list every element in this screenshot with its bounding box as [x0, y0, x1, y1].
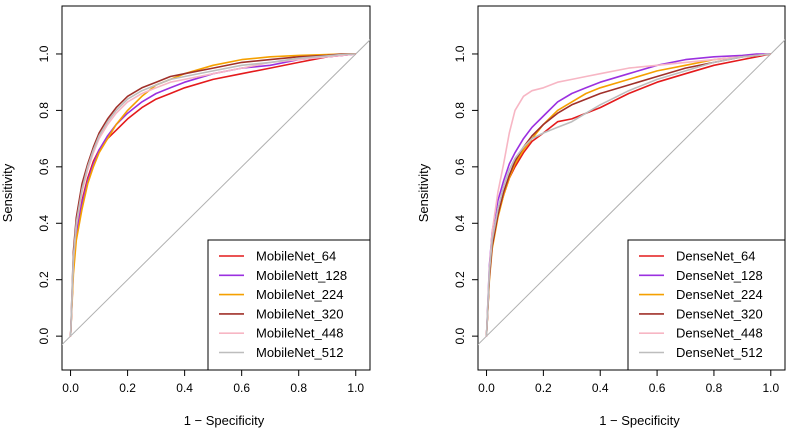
legend-box [627, 239, 786, 371]
x-tick-label: 1.0 [762, 381, 779, 395]
y-axis-title: Sensitivity [0, 163, 15, 222]
roc-curve-mobilenet-224 [69, 53, 356, 337]
legend-label: DenseNet_128 [676, 268, 763, 283]
y-tick-label: 0.4 [453, 215, 467, 232]
y-tick-label: 0.2 [453, 271, 467, 288]
x-tick-label: 0.4 [592, 381, 609, 395]
x-tick-label: 0.4 [176, 381, 193, 395]
legend-label: DenseNet_448 [676, 326, 763, 341]
x-tick-label: 0.8 [706, 381, 723, 395]
roc-curve-densenet-448 [485, 53, 771, 337]
roc-curve-densenet-512 [485, 53, 771, 337]
roc-curve-densenet-128 [485, 53, 771, 337]
y-tick-label: 0.8 [37, 102, 51, 119]
y-axis-title: Sensitivity [416, 163, 431, 222]
roc-curves [69, 53, 356, 337]
legend-label: DenseNet_512 [676, 345, 763, 360]
legend: MobileNet_64 MobileNett_128 MobileNet_224 M… [207, 239, 371, 371]
chance-diagonal [478, 39, 785, 346]
legend-label: MobileNet_448 [256, 326, 343, 341]
y-tick-label: 0.2 [37, 271, 51, 288]
chance-diagonal [62, 39, 370, 346]
legend-label: MobileNet_512 [256, 345, 343, 360]
x-tick-label: 0.6 [233, 381, 250, 395]
y-tick-label: 1.0 [37, 45, 51, 62]
x-tick-label: 0.2 [119, 381, 136, 395]
legend-box [207, 239, 371, 371]
legend-label: MobileNett_128 [256, 268, 347, 283]
legend-label: DenseNet_64 [676, 249, 756, 264]
x-axis-title: 1 − Specificity [184, 413, 265, 428]
x-tick-label: 0.8 [290, 381, 307, 395]
legend: DenseNet_64 DenseNet_128 DenseNet_224 Dense… [627, 239, 786, 371]
x-tick-label: 0.2 [535, 381, 552, 395]
legend-label: DenseNet_320 [676, 306, 763, 321]
roc-curve-mobilenet-512 [69, 53, 356, 337]
legend-label: MobileNet_64 [256, 249, 336, 264]
x-tick-label: 1.0 [347, 381, 364, 395]
legend-label: MobileNet_320 [256, 306, 343, 321]
roc-curve-densenet-320 [485, 53, 771, 337]
legend-label: MobileNet_224 [256, 287, 343, 302]
y-tick-label: 0.0 [37, 327, 51, 344]
x-axis-title: 1 − Specificity [599, 413, 680, 428]
x-tick-label: 0.6 [649, 381, 666, 395]
roc-curves [485, 53, 771, 337]
y-tick-label: 0.8 [453, 102, 467, 119]
y-tick-label: 0.4 [37, 215, 51, 232]
roc-panel-2: 0.0 0.2 0.4 0.6 0.8 1.0 0.0 0.2 0.4 0.6 0.8 1.0 1 − … [416, 5, 786, 428]
roc-panel-1: 0.0 0.2 0.4 0.6 0.8 1.0 0.0 0.2 0.4 0.6 0.8 1.0 1 − … [0, 5, 371, 428]
roc-curve-mobilenett-128 [69, 53, 356, 337]
x-tick-label: 0.0 [478, 381, 495, 395]
y-tick-label: 0.0 [453, 327, 467, 344]
y-tick-label: 0.6 [37, 158, 51, 175]
y-tick-label: 1.0 [453, 45, 467, 62]
y-tick-label: 0.6 [453, 158, 467, 175]
x-tick-label: 0.0 [62, 381, 79, 395]
legend-label: DenseNet_224 [676, 287, 763, 302]
roc-curve-mobilenet-320 [69, 53, 356, 337]
